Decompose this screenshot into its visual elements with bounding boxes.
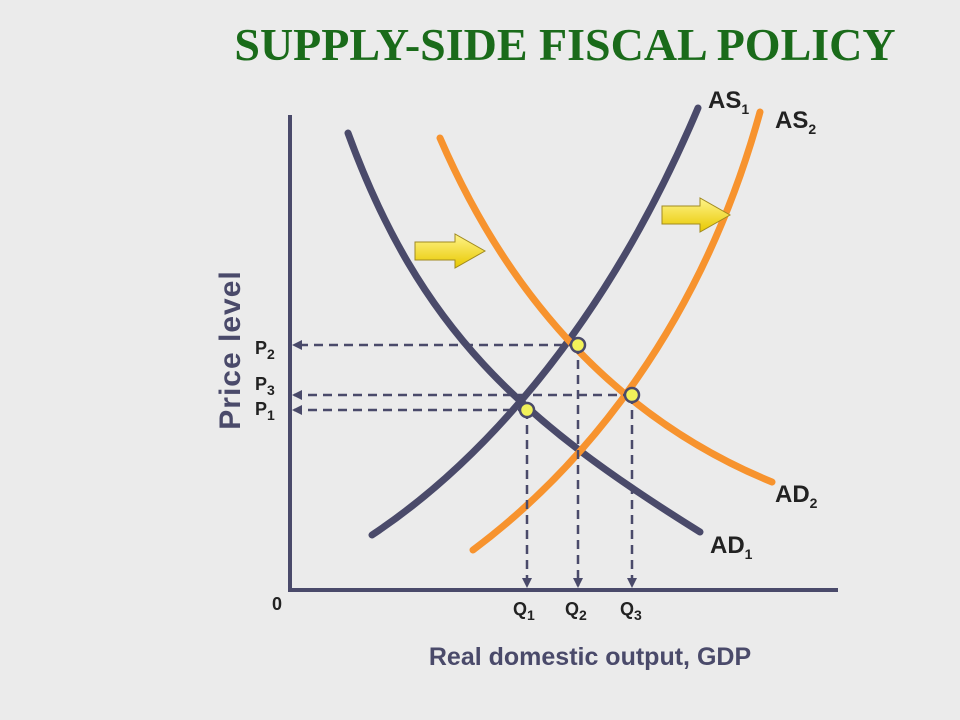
label-part: AD <box>775 481 810 508</box>
label-part: AD <box>710 532 745 559</box>
curve-label: AD1 <box>710 532 753 562</box>
as1-curve <box>368 104 702 539</box>
title: SUPPLY-SIDE FISCAL POLICY <box>234 19 895 70</box>
price-label: P2 <box>255 338 275 362</box>
label-part: 2 <box>267 346 275 362</box>
label-part: 1 <box>745 546 753 562</box>
guides <box>292 340 637 588</box>
equilibrium-point <box>518 401 536 419</box>
label-part: AS <box>775 107 808 134</box>
label-part: Q <box>513 599 527 619</box>
label-part: 2 <box>810 495 818 511</box>
label-part: 3 <box>267 382 275 398</box>
axes <box>288 115 838 592</box>
label-part: 2 <box>808 121 816 137</box>
label-part: P <box>255 374 267 394</box>
price-label: P3 <box>255 374 275 398</box>
label-part: AS <box>708 87 741 114</box>
label-part: 3 <box>634 607 642 623</box>
quantity-label: Q2 <box>565 599 587 623</box>
label-part: 1 <box>527 607 535 623</box>
quantity-label: Q3 <box>620 599 642 623</box>
origin-label: 0 <box>272 594 282 614</box>
label-part: Q <box>620 599 634 619</box>
curve-label: AD2 <box>775 481 818 511</box>
as2-curve <box>469 108 764 554</box>
equilibrium-point <box>623 386 641 404</box>
label-part: Q <box>565 599 579 619</box>
ad1-curve <box>344 129 704 536</box>
label-part: 2 <box>579 607 587 623</box>
label-part: P <box>255 399 267 419</box>
equilibrium-point <box>569 336 587 354</box>
curve-label: AS2 <box>775 107 816 137</box>
label-part: 1 <box>267 407 275 423</box>
curve-label: AS1 <box>708 87 749 117</box>
y-axis-label: Price level <box>214 270 247 429</box>
shift-arrow <box>661 197 732 233</box>
label-part: P <box>255 338 267 358</box>
price-label: P1 <box>255 399 275 423</box>
shift-arrow <box>414 233 487 269</box>
label-part: 1 <box>741 101 749 117</box>
quantity-label: Q1 <box>513 599 535 623</box>
x-axis-label: Real domestic output, GDP <box>429 643 751 671</box>
